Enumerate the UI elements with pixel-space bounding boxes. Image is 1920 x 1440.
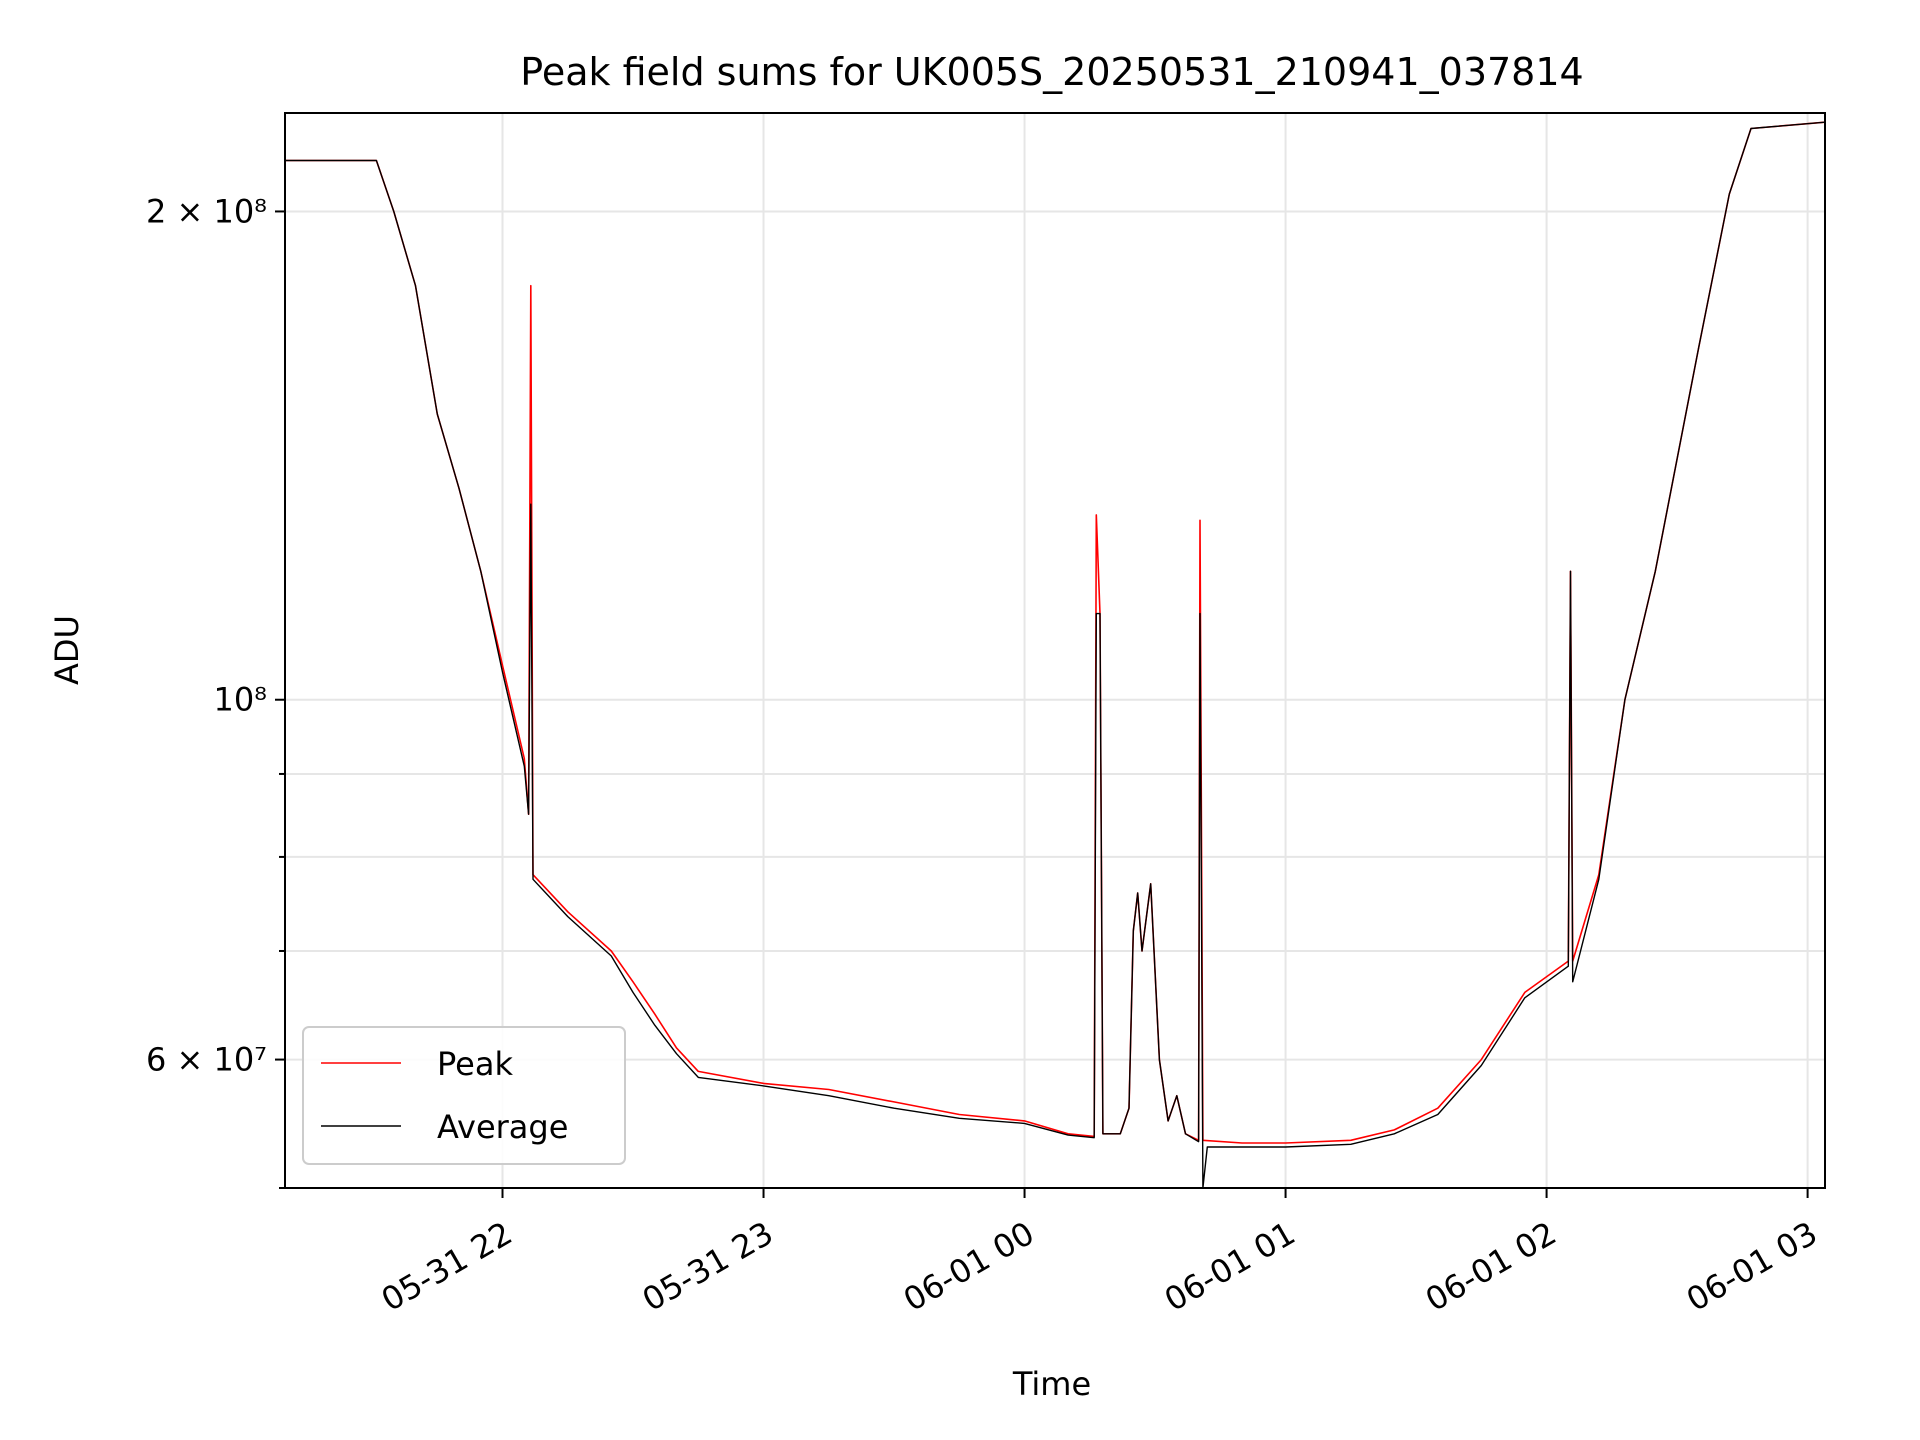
y-axis-label: ADU <box>48 615 86 685</box>
legend-label-average: Average <box>437 1108 568 1146</box>
plot-frame <box>284 112 1826 1189</box>
y-tick-label: 6 × 10⁷ <box>146 1041 267 1079</box>
series-line-average <box>285 121 1825 1188</box>
legend-label-peak: Peak <box>437 1045 513 1083</box>
legend-box <box>302 1026 626 1165</box>
y-tick-label: 10⁸ <box>213 681 267 719</box>
legend: Peak Average <box>302 1026 626 1165</box>
y-tick-label: 2 × 10⁸ <box>146 192 267 230</box>
x-axis-label: Time <box>1012 1365 1091 1403</box>
chart-title: Peak field sums for UK005S_20250531_2109… <box>520 50 1583 94</box>
series-layer <box>285 121 1825 1188</box>
